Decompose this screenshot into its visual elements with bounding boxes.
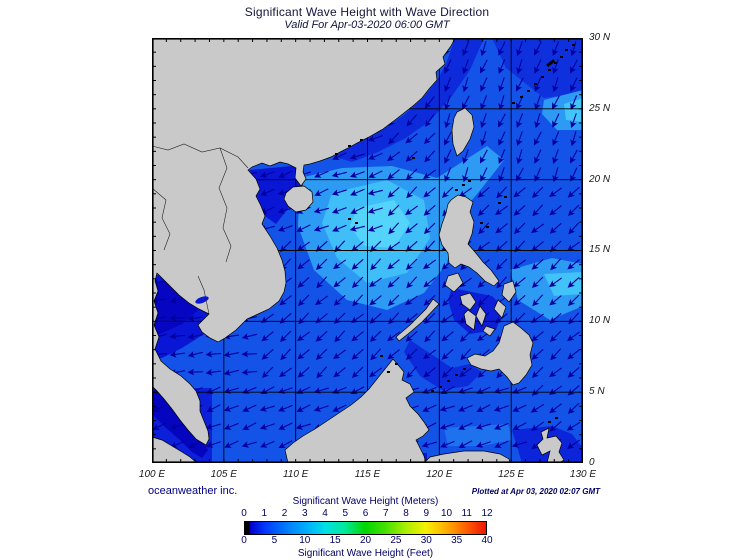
meters-tick: 1 bbox=[261, 508, 268, 519]
valid-time-subtitle: Valid For Apr-03-2020 06:00 GMT bbox=[284, 19, 450, 31]
feet-tick: 0 bbox=[241, 535, 247, 546]
feet-tick: 10 bbox=[299, 535, 311, 546]
feet-tick: 35 bbox=[451, 535, 463, 546]
lat-tick-label: 25 N bbox=[589, 102, 611, 114]
meters-tick: 10 bbox=[440, 508, 453, 519]
lon-tick-label: 120 E bbox=[426, 469, 453, 480]
meters-tick: 12 bbox=[481, 508, 493, 519]
legend-feet-ticks: 0 5 10 15 20 25 30 35 40 bbox=[241, 535, 492, 546]
meters-tick: 6 bbox=[362, 508, 369, 519]
feet-tick: 40 bbox=[481, 535, 493, 546]
lon-tick-label: 130 E bbox=[569, 469, 597, 480]
lon-tick-label: 100 E bbox=[138, 469, 166, 480]
lon-tick-label: 105 E bbox=[210, 469, 237, 480]
colorbar-gradient bbox=[244, 521, 487, 535]
meters-tick: 3 bbox=[301, 508, 308, 519]
page-title: Significant Wave Height with Wave Direct… bbox=[244, 5, 490, 19]
map-area bbox=[151, 37, 583, 464]
legend-meters-label: Significant Wave Height (Meters) bbox=[292, 496, 439, 507]
wave-map bbox=[151, 37, 583, 464]
credit-text: oceanweather inc. bbox=[148, 485, 238, 497]
lat-tick-label: 0 bbox=[589, 456, 595, 468]
lat-tick-label: 20 N bbox=[589, 173, 611, 185]
lat-tick-label: 5 N bbox=[589, 386, 605, 398]
lon-tick-label: 125 E bbox=[498, 469, 525, 480]
meters-tick: 0 bbox=[241, 508, 247, 519]
meters-tick: 5 bbox=[342, 508, 349, 519]
feet-tick: 30 bbox=[420, 535, 432, 546]
feet-tick: 25 bbox=[390, 535, 402, 546]
meters-tick: 9 bbox=[423, 508, 430, 519]
meters-tick: 8 bbox=[403, 508, 409, 519]
lon-tick-label: 115 E bbox=[354, 469, 381, 480]
legend-feet-label: Significant Wave Height (Feet) bbox=[297, 548, 434, 559]
feet-tick: 5 bbox=[271, 535, 278, 546]
legend-meters-ticks: 0 1 2 3 4 5 6 7 8 9 10 11 12 bbox=[241, 508, 492, 519]
meters-tick: 4 bbox=[322, 508, 328, 519]
feet-tick: 20 bbox=[359, 535, 372, 546]
meters-tick: 2 bbox=[281, 508, 288, 519]
meters-tick: 7 bbox=[382, 508, 389, 519]
lat-tick-label: 30 N bbox=[589, 32, 611, 43]
meters-tick: 11 bbox=[461, 508, 472, 519]
lon-tick-label: 110 E bbox=[282, 469, 309, 480]
feet-tick: 15 bbox=[329, 535, 341, 546]
lat-tick-label: 10 N bbox=[589, 315, 611, 327]
plotted-timestamp: Plotted at Apr 03, 2020 02:07 GMT bbox=[471, 487, 600, 496]
lat-tick-label: 15 N bbox=[589, 244, 611, 256]
